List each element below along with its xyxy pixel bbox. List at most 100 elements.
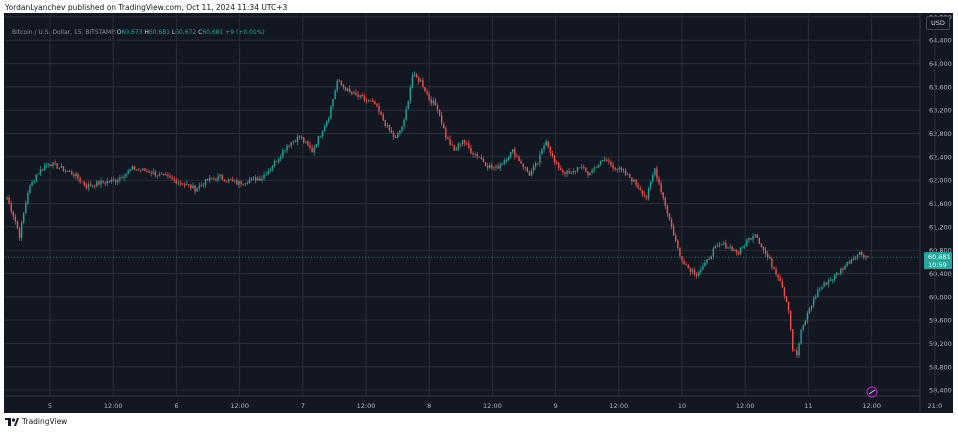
candle-body (66, 170, 69, 172)
candle-body (46, 164, 48, 167)
candle-body (221, 175, 223, 180)
candle-body (480, 157, 483, 160)
candle-body (443, 123, 445, 129)
candle-body (798, 343, 800, 356)
candle-body (723, 242, 725, 244)
x-tick-label: 5 (48, 402, 52, 410)
candle-body (313, 147, 315, 153)
candle-body (466, 142, 468, 144)
candle-body (156, 175, 159, 177)
candle-body (165, 174, 167, 176)
candle-body (342, 84, 345, 88)
chart-panel[interactable]: Bitcoin / U.S. Dollar, 15, BITSTAMP O60,… (4, 13, 953, 413)
candle-body (150, 172, 152, 174)
candle-body (31, 182, 33, 187)
y-tick-label: 62,000 (929, 177, 952, 185)
candle-body (591, 169, 593, 174)
candle-body (846, 261, 848, 266)
candle-body (248, 180, 251, 184)
candle-body (447, 137, 449, 139)
candle-body (691, 269, 694, 272)
candle-body (760, 243, 763, 248)
x-tick-label: 12:00 (736, 402, 755, 410)
candle-body (129, 169, 131, 171)
candle-body (457, 143, 460, 149)
candle-body (578, 167, 581, 169)
candle-body (486, 165, 489, 168)
candle-body (756, 234, 758, 238)
x-tick-label: 11 (804, 402, 812, 410)
candle-body (543, 145, 545, 150)
candle-body (535, 163, 537, 167)
candle-body (35, 174, 37, 181)
candle-body (835, 273, 838, 275)
candle-body (71, 171, 73, 175)
candle-body (472, 153, 474, 155)
candle-body (766, 253, 769, 258)
candle-body (858, 251, 861, 255)
candle-body (154, 171, 157, 176)
currency-button[interactable]: USD (926, 16, 950, 30)
candle-body (23, 213, 25, 223)
candle-body (762, 247, 765, 251)
candle-body (771, 258, 773, 267)
candle-body (137, 169, 140, 171)
candle-body (98, 181, 100, 185)
candle-body (229, 179, 232, 180)
candle-body (555, 162, 558, 164)
candle-body (200, 184, 203, 186)
candle-body (838, 273, 840, 275)
candle-body (41, 169, 44, 171)
candle-body (537, 163, 539, 165)
candle-body (326, 121, 328, 127)
candle-body (564, 172, 566, 174)
candle-body (175, 179, 177, 184)
candle-body (685, 264, 687, 266)
x-tick-label: 12:00 (104, 402, 123, 410)
candle-body (620, 167, 623, 171)
candle-body (336, 80, 338, 91)
candle-body (60, 166, 63, 168)
candle-body (783, 287, 786, 296)
candle-body (670, 219, 673, 227)
brand-label: TradingView (22, 417, 68, 426)
candle-body (365, 99, 368, 101)
candle-body (547, 141, 549, 147)
candle-body (33, 180, 35, 183)
candle-body (601, 159, 604, 162)
candle-body (8, 197, 10, 204)
change-value: +9 (+0.01%) (225, 29, 265, 36)
candle-body (804, 320, 807, 326)
candle-body (363, 96, 366, 100)
candle-body (808, 308, 811, 314)
y-tick-label: 62,400 (929, 153, 952, 161)
candle-body (817, 290, 819, 297)
footer-brand: TradingView (5, 417, 67, 426)
candle-body (516, 156, 518, 158)
candle-body (737, 252, 740, 255)
candle-body (848, 261, 850, 264)
symbol-label: Bitcoin / U.S. Dollar, 15, BITSTAMP (12, 29, 115, 36)
candle-body (501, 163, 503, 165)
candle-body (296, 136, 299, 142)
candle-body (664, 197, 666, 207)
candle-body (572, 171, 575, 173)
candle-body (639, 187, 641, 191)
candle-body (482, 159, 485, 163)
candle-body (522, 163, 524, 168)
candle-body (405, 109, 407, 120)
candle-body (729, 246, 731, 248)
candle-body (681, 256, 683, 262)
candle-body (468, 143, 470, 148)
candle-body (712, 248, 715, 257)
y-tick-label: 60,000 (929, 293, 952, 301)
candle-body (503, 160, 506, 164)
candle-body (499, 164, 501, 169)
candle-body (14, 216, 17, 222)
candle-body (789, 310, 792, 330)
candle-body (654, 168, 656, 176)
candle-body (672, 226, 675, 236)
candle-body (215, 178, 217, 181)
candle-body (152, 171, 154, 174)
candle-body (668, 213, 671, 220)
